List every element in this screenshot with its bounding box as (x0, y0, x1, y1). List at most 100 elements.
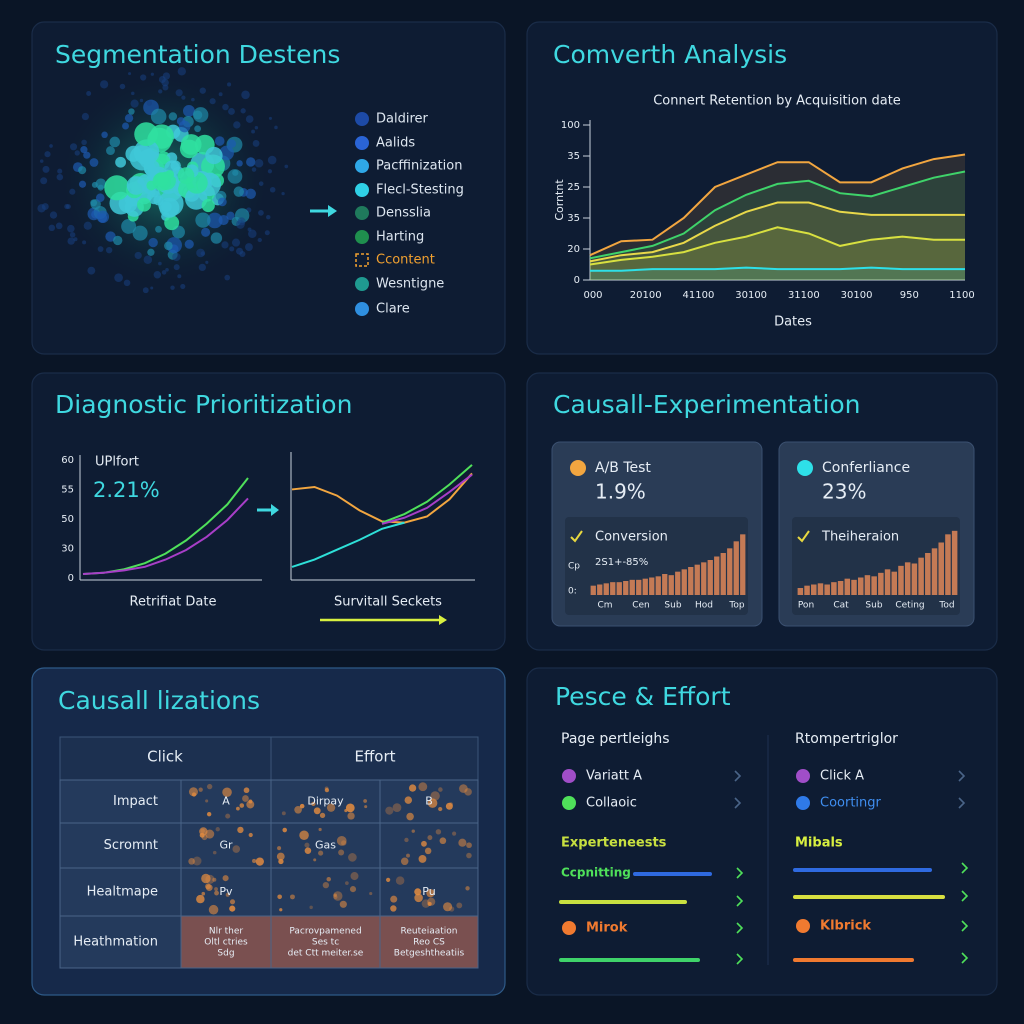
cluster-dot (69, 143, 78, 151)
x-tick-label: 30100 (841, 290, 873, 301)
cell-text: Oltl ctries (204, 938, 248, 948)
cluster-dot (210, 232, 223, 244)
heat-dot (414, 893, 423, 903)
cluster-dot (231, 238, 241, 247)
cluster-dot (236, 160, 243, 167)
card-dot (797, 460, 813, 476)
heat-dot (339, 900, 347, 908)
chart-title: Connert Retention by Acquisition date (653, 94, 901, 109)
cluster-dot (233, 121, 241, 129)
check (797, 530, 810, 543)
cluster-dot (130, 99, 139, 108)
y-tick-label: 55 (61, 485, 74, 496)
cluster-dot (74, 150, 80, 156)
series-line (589, 201, 965, 263)
bar (694, 564, 700, 595)
bar (851, 579, 857, 595)
panel-title: Comverth Analysis (553, 40, 787, 69)
x-axis-label: Survitall Seckets (334, 595, 442, 610)
heat-dot (222, 787, 232, 798)
cluster-dot (134, 122, 159, 147)
card-dot (570, 460, 586, 476)
heat-dot (188, 858, 195, 865)
cluster-dot (201, 198, 215, 213)
cell-text: det Ctt meiter.se (288, 949, 364, 959)
cluster-dot (83, 151, 91, 159)
cluster-dot (100, 80, 109, 89)
chevron (961, 952, 969, 964)
cluster-dot (227, 169, 243, 184)
cluster-dot (139, 98, 144, 103)
cluster-dot (86, 91, 92, 97)
cluster-dot (89, 158, 99, 167)
item-label: Collaoic (586, 796, 637, 811)
heat-dot (324, 787, 330, 793)
legend-label: Aalids (376, 136, 415, 151)
marker-label: Klbrick (820, 919, 871, 934)
cluster-dot (140, 74, 147, 81)
bar (904, 562, 911, 595)
cluster-dot (205, 146, 223, 165)
bar (878, 572, 884, 595)
heat-dot (465, 886, 470, 891)
x-tick-label: 000 (583, 290, 602, 301)
heat-dot (326, 803, 336, 812)
bar (804, 585, 810, 595)
x-tick-label: 20100 (630, 290, 662, 301)
cluster-dot (91, 210, 100, 219)
heat-dot (364, 805, 368, 809)
cluster-dot (194, 125, 201, 133)
cluster-dot (153, 271, 162, 279)
bar (603, 583, 609, 595)
heat-dot (278, 858, 284, 865)
bar (649, 577, 655, 595)
item-label: Coortingr (820, 796, 882, 811)
cluster-dot (150, 286, 154, 290)
cluster-dot (258, 181, 264, 186)
panel-title: Causall lizations (58, 686, 260, 715)
bar (740, 534, 746, 595)
row-label: Heathmation (73, 935, 158, 950)
bar (590, 585, 596, 595)
cluster-dot (87, 266, 96, 275)
cluster-dot (109, 136, 121, 148)
y-tick-label: 0 (574, 275, 580, 286)
chevron (958, 770, 966, 782)
heat-dot (404, 837, 409, 843)
heat-dot (212, 850, 217, 855)
cluster-dot (133, 139, 160, 166)
chevron (736, 953, 744, 965)
cluster-dot (180, 283, 186, 289)
cluster-dot (228, 108, 235, 115)
cell-text: A (222, 795, 230, 808)
heat-dot (456, 902, 463, 909)
heat-dot (344, 809, 348, 813)
heat-dot (279, 908, 283, 912)
series-line (589, 170, 966, 260)
y-axis-label: Corntnt (553, 179, 566, 221)
cluster-dot (248, 229, 257, 238)
table-cell (180, 915, 272, 969)
heat-dot (347, 812, 355, 820)
cluster-dot (96, 210, 110, 224)
heat-dot (385, 806, 394, 815)
series-line (589, 153, 966, 257)
bar (688, 567, 694, 595)
panel-title: Segmentation Destens (55, 40, 340, 69)
x-tick-label: 41100 (683, 290, 715, 301)
heat-dot (215, 827, 220, 832)
cluster-dot (137, 197, 152, 212)
heat-dot (248, 832, 253, 838)
heat-dot (236, 806, 240, 811)
heat-dot (459, 784, 468, 793)
cluster-dot (268, 116, 273, 120)
y-tick-label: 100 (561, 120, 580, 131)
cluster-dot (69, 188, 76, 195)
bar (675, 571, 681, 595)
heat-dot (309, 905, 313, 910)
heat-dot (466, 852, 472, 859)
cluster-dot (128, 108, 135, 115)
heat-dot (424, 847, 432, 855)
y-tick-label: 60 (61, 455, 74, 466)
heat-dot (212, 877, 217, 882)
